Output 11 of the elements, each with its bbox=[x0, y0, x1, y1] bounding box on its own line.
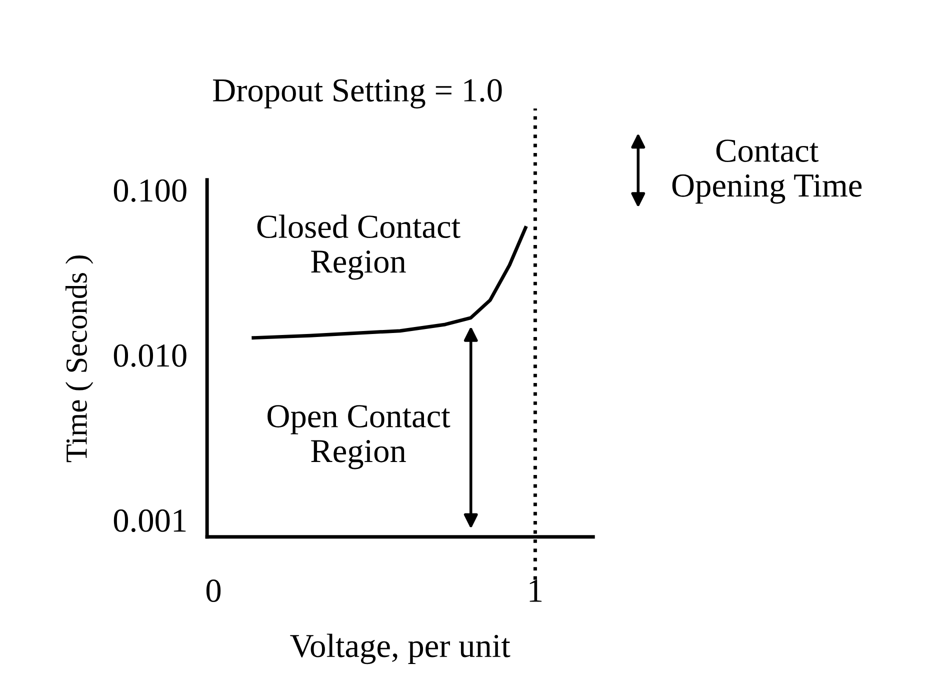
x-axis-title: Voltage, per unit bbox=[290, 634, 510, 664]
y-axis-title: Time ( Seconds ) bbox=[65, 255, 94, 462]
annotation: Closed Contact Region bbox=[257, 214, 460, 280]
y-tick-label: 0.100 bbox=[114, 179, 186, 202]
x-tick-label: 0 bbox=[206, 580, 221, 602]
annotation: Open Contact Region bbox=[268, 405, 450, 470]
text: Contact Opening Time bbox=[672, 140, 862, 204]
x-tick-label: 1 bbox=[530, 580, 542, 602]
y-tick-label: 0.001 bbox=[114, 509, 186, 532]
ref-line-label: Dropout Setting = 1.0 bbox=[212, 79, 502, 108]
y-tick-label: 0.010 bbox=[114, 344, 186, 367]
